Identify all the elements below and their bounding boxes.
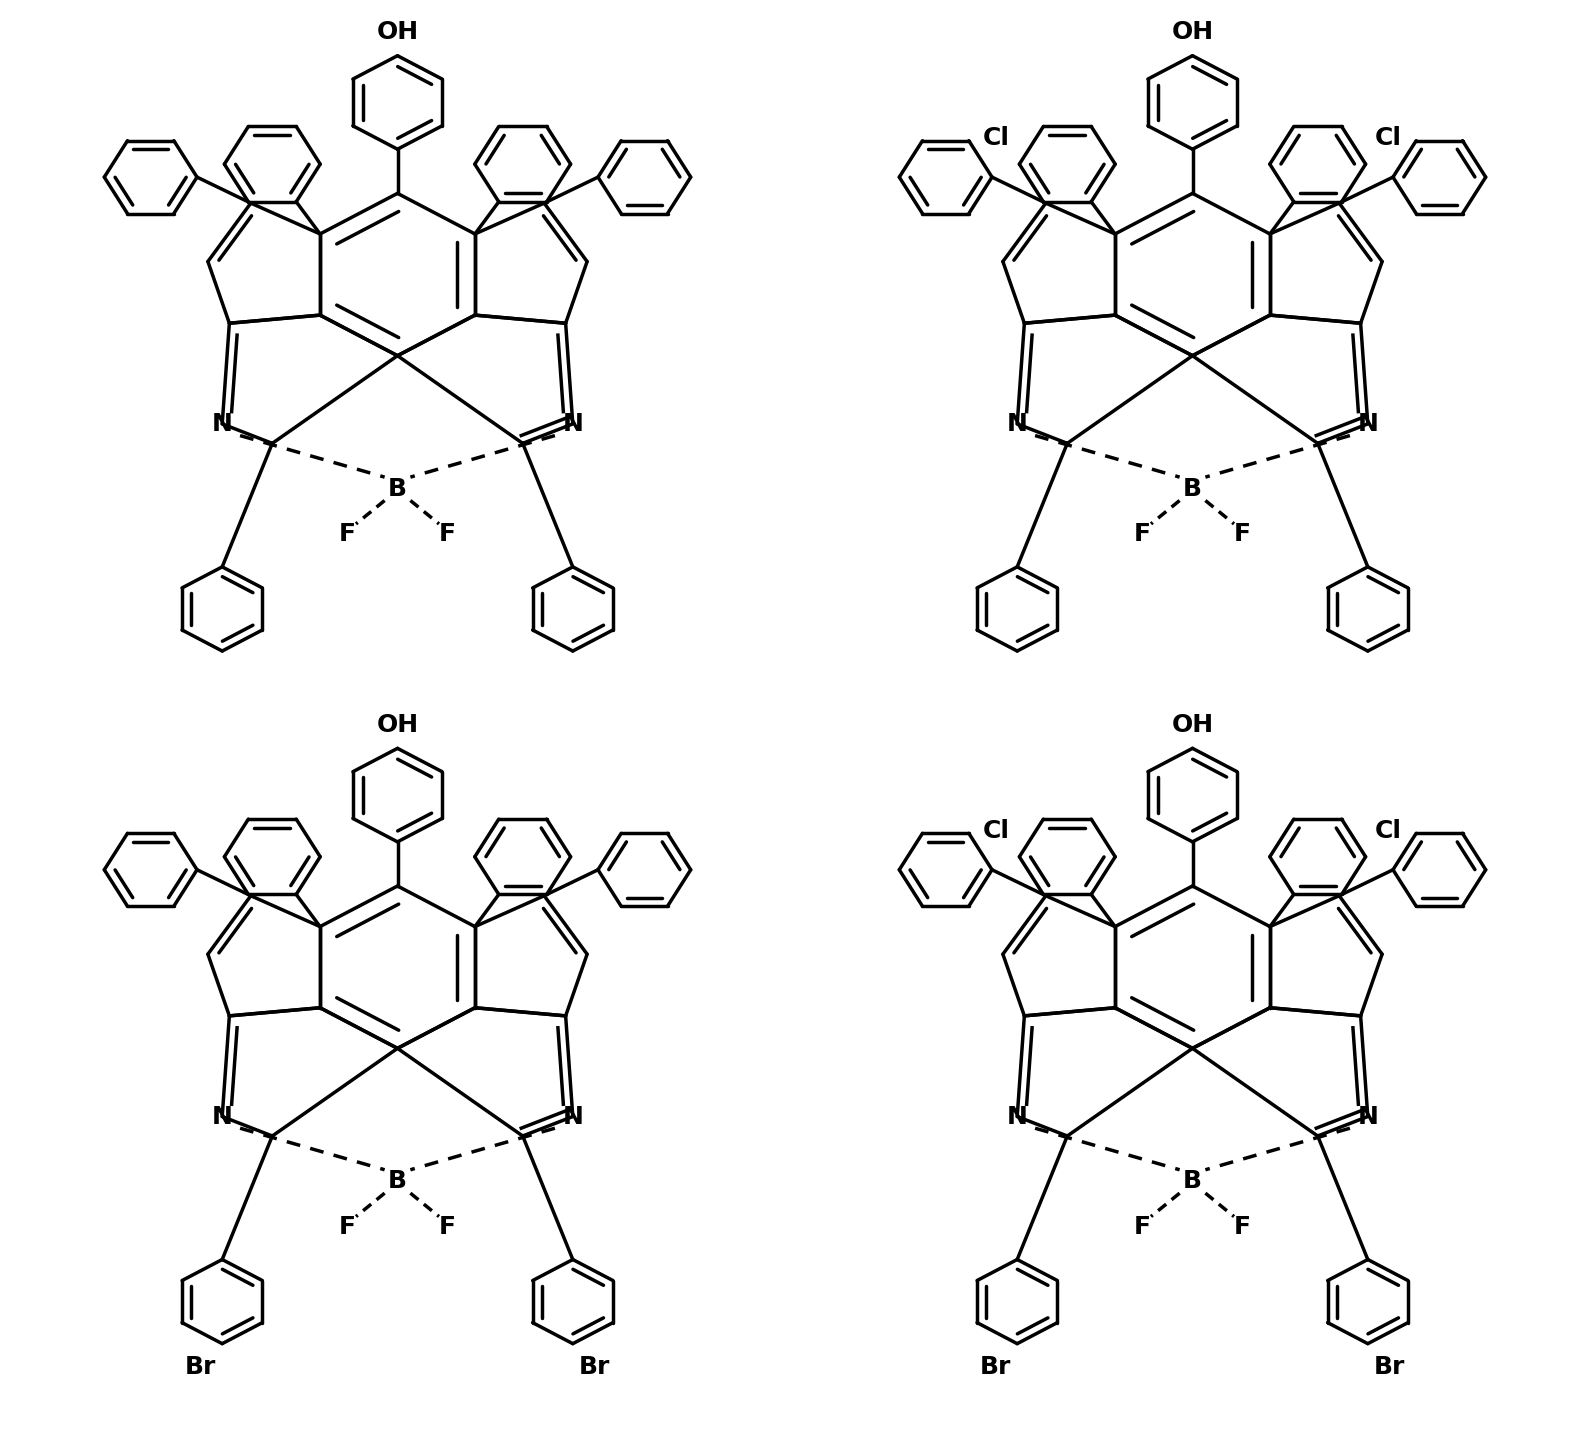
Text: N: N: [1006, 1104, 1027, 1128]
Text: F: F: [339, 1215, 356, 1240]
Text: F: F: [1134, 1215, 1151, 1240]
Text: OH: OH: [377, 20, 418, 45]
Text: F: F: [1234, 1215, 1251, 1240]
Text: Br: Br: [1374, 1355, 1406, 1380]
Text: F: F: [1134, 522, 1151, 547]
Text: B: B: [388, 476, 407, 501]
Text: Cl: Cl: [983, 126, 1010, 150]
Text: F: F: [1234, 522, 1251, 547]
Text: F: F: [339, 522, 356, 547]
Text: N: N: [1358, 1104, 1379, 1128]
Text: B: B: [1183, 476, 1202, 501]
Text: F: F: [439, 1215, 456, 1240]
Text: Cl: Cl: [983, 818, 1010, 843]
Text: N: N: [1358, 411, 1379, 436]
Text: N: N: [1006, 411, 1027, 436]
Text: Br: Br: [579, 1355, 611, 1380]
Text: OH: OH: [1172, 713, 1213, 736]
Text: Cl: Cl: [1375, 126, 1402, 150]
Text: N: N: [211, 411, 232, 436]
Text: B: B: [1183, 1169, 1202, 1193]
Text: N: N: [563, 1104, 584, 1128]
Text: F: F: [439, 522, 456, 547]
Text: Br: Br: [184, 1355, 216, 1380]
Text: N: N: [211, 1104, 232, 1128]
Text: B: B: [388, 1169, 407, 1193]
Text: OH: OH: [1172, 20, 1213, 45]
Text: OH: OH: [377, 713, 418, 736]
Text: Cl: Cl: [1375, 818, 1402, 843]
Text: Br: Br: [979, 1355, 1011, 1380]
Text: N: N: [563, 411, 584, 436]
